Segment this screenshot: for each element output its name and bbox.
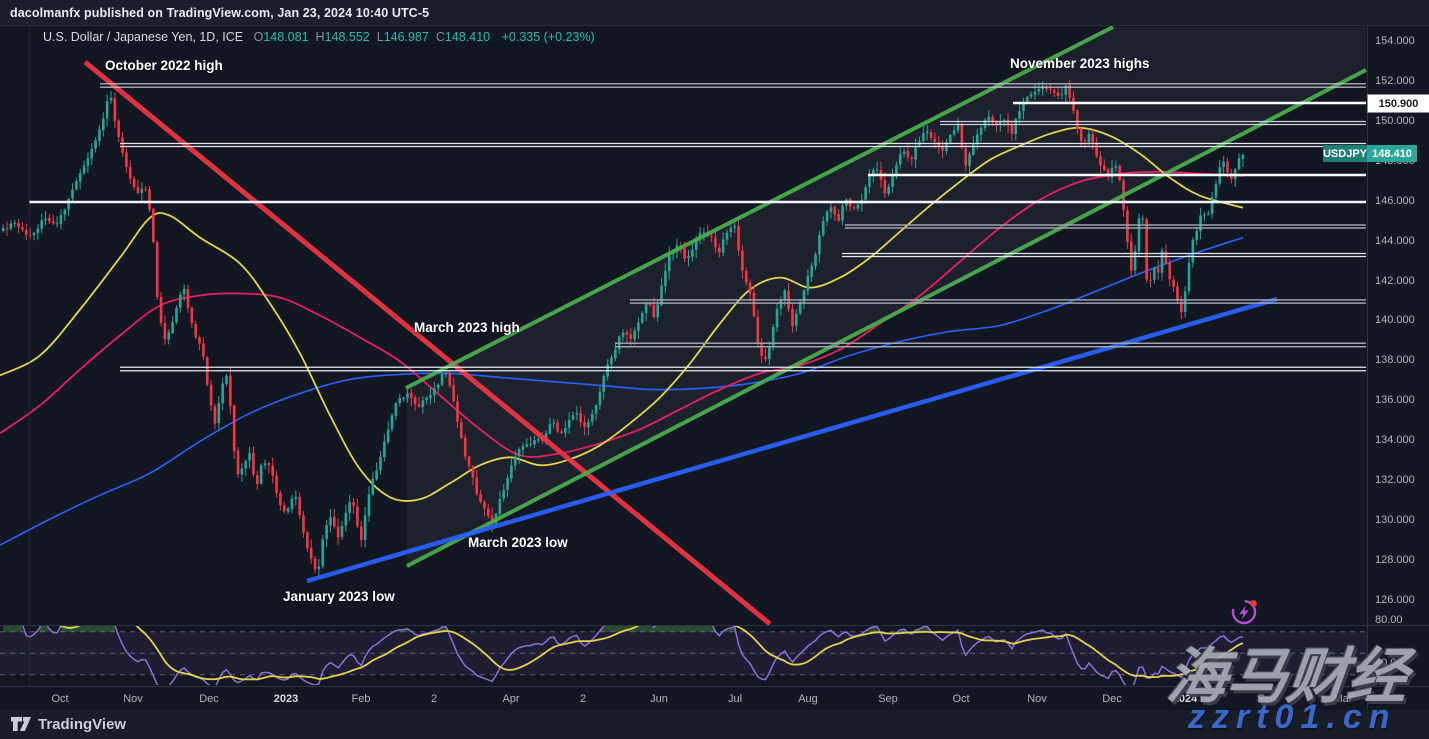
price-axis-border	[1367, 26, 1368, 710]
time-axis-label: Oct	[51, 693, 69, 705]
tradingview-logo-icon[interactable]	[10, 716, 32, 734]
ohlc-key: L	[376, 30, 384, 44]
time-axis-label: 2	[430, 693, 438, 705]
ohlc-value: 148.081	[263, 30, 309, 44]
chart-annotation: November 2023 highs	[1010, 56, 1150, 71]
lightning-circle-icon	[1231, 599, 1257, 625]
price-axis-label: 140.000	[1375, 314, 1415, 326]
time-axis-label: Nov	[123, 693, 143, 705]
trend-channel-fill	[406, 27, 1366, 566]
time-axis-label: Apr	[502, 693, 520, 705]
ohlc-value: 148.552	[324, 30, 370, 44]
price-label-white: 150.900	[1367, 94, 1429, 113]
symbol-title[interactable]: U.S. Dollar / Japanese Yen, 1D, ICE	[43, 30, 244, 44]
price-axis-label: 130.000	[1375, 514, 1415, 526]
time-axis-label: 2024	[1172, 693, 1198, 705]
ohlc-value: 148.410	[444, 30, 491, 44]
indicator-pane[interactable]	[0, 604, 1367, 691]
boost-lightning-icon[interactable]	[1231, 598, 1257, 625]
time-axis-label: Feb	[351, 693, 371, 705]
time-axis-label: Nov	[1027, 693, 1047, 705]
price-axis-label: 152.000	[1375, 75, 1415, 87]
time-axis-label: Dec	[199, 693, 219, 705]
last-price-label: 148.410	[1367, 145, 1417, 162]
time-axis-label: Dec	[1102, 693, 1122, 705]
price-axis-label: 154.000	[1375, 35, 1415, 47]
ma-blue-slow	[0, 236, 1244, 546]
time-axis-label: Feb	[1257, 693, 1277, 705]
ohlc-values: O148.081 H148.552 L146.987 C148.410	[247, 30, 491, 44]
footer-bar: TradingView	[0, 710, 1429, 739]
price-axis-label: 142.000	[1375, 275, 1415, 287]
watermark-url-text: zzrt01.cn	[1188, 698, 1397, 736]
time-axis-label: 2	[579, 693, 587, 705]
attribution-bar: dacolmanfx published on TradingView.com,…	[0, 0, 1429, 26]
time-axis-border	[0, 686, 1429, 687]
indicator-axis-label: 40.00	[1375, 657, 1403, 669]
time-axis-label: Mar	[1333, 693, 1353, 705]
price-axis-label: 150.000	[1375, 115, 1415, 127]
price-axis-label: 144.000	[1375, 235, 1415, 247]
price-axis-label: 132.000	[1375, 474, 1415, 486]
price-axis-label: 126.000	[1375, 594, 1415, 606]
candlestick-series	[1, 79, 1245, 577]
chart-annotation: January 2023 low	[283, 589, 395, 604]
ohlc-key: C	[435, 30, 445, 44]
price-axis-label: 146.000	[1375, 195, 1415, 207]
ma-yellow-fast	[0, 126, 1244, 502]
last-price-tag: USDJPY	[1323, 145, 1367, 162]
channel-lower-green[interactable]	[406, 68, 1367, 568]
main-pane[interactable]	[0, 26, 1367, 625]
rsi-overbought-fill	[599, 626, 716, 632]
pane-left-border	[29, 26, 30, 686]
downtrend-red[interactable]	[83, 60, 772, 625]
attribution-text: dacolmanfx published on TradingView.com,…	[10, 5, 430, 20]
chart-annotation: March 2023 high	[414, 320, 520, 335]
change-value: +0.335 (+0.23%)	[501, 30, 595, 44]
price-axis-label: 136.000	[1375, 394, 1415, 406]
rsi-overbought-fill	[865, 626, 878, 632]
price-axis[interactable]	[1367, 26, 1429, 710]
time-axis-label: 2023	[273, 693, 299, 705]
indicator-axis-label: 80.00	[1375, 614, 1403, 626]
ohlc-key: O	[253, 30, 264, 44]
rsi-overbought-fill	[3, 626, 23, 632]
rsi-ma-line	[58, 626, 1244, 681]
time-axis-label: Jun	[650, 693, 668, 705]
time-axis-label: Oct	[952, 693, 970, 705]
tradingview-logo-text[interactable]: TradingView	[38, 716, 127, 733]
price-axis-label: 134.000	[1375, 434, 1415, 446]
chart-annotation: March 2023 low	[468, 535, 568, 550]
symbol-legend[interactable]: U.S. Dollar / Japanese Yen, 1D, ICE O148…	[43, 30, 595, 44]
rsi-overbought-fill	[915, 626, 932, 632]
time-axis-label: Aug	[798, 693, 818, 705]
pane-separator[interactable]	[0, 625, 1429, 626]
time-axis-label: Jul	[727, 693, 743, 705]
rsi-overbought-fill	[37, 626, 50, 632]
price-axis-label: 128.000	[1375, 554, 1415, 566]
horizontal-levels[interactable]	[29, 83, 1366, 372]
price-axis-label: 138.000	[1375, 354, 1415, 366]
time-axis-label: Sep	[878, 693, 898, 705]
chart-annotation: October 2022 high	[105, 58, 223, 73]
ohlc-key: H	[315, 30, 325, 44]
rsi-line	[22, 626, 1244, 685]
ohlc-value: 146.987	[383, 30, 429, 44]
